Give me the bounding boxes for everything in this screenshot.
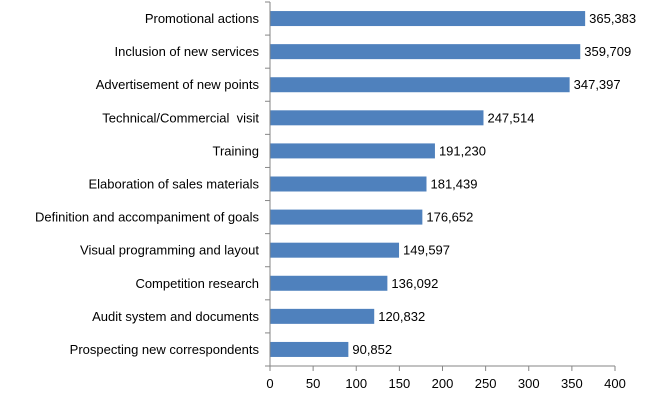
- x-tick-label: 100: [345, 376, 367, 391]
- axes-layer: [265, 1, 616, 371]
- x-tick-label: 250: [475, 376, 497, 391]
- x-tick-label: 200: [432, 376, 454, 391]
- category-label: Elaboration of sales materials: [88, 177, 259, 192]
- data-label: 191,230: [439, 143, 486, 158]
- x-tick-label: 150: [389, 376, 411, 391]
- data-label: 136,092: [391, 276, 438, 291]
- data-label: 90,852: [352, 342, 392, 357]
- bar: [270, 275, 388, 291]
- value-labels: 365,383 359,709 347,397 247,514 191,230 181,4…: [352, 11, 636, 357]
- bar: [270, 341, 349, 357]
- x-tick-label: 50: [306, 376, 320, 391]
- bar: [270, 11, 586, 27]
- category-label: Technical/Commercial visit: [102, 110, 259, 125]
- category-label: Definition and accompaniment of goals: [35, 210, 260, 225]
- x-tick-label: 350: [561, 376, 583, 391]
- bar: [270, 110, 484, 126]
- bar: [270, 176, 427, 192]
- bar: [270, 77, 570, 93]
- category-label: Prospecting new correspondents: [70, 342, 260, 357]
- data-label: 347,397: [574, 77, 621, 92]
- category-labels: Promotional actions Inclusion of new serv…: [35, 11, 260, 357]
- data-label: 176,652: [426, 210, 473, 225]
- data-label: 247,514: [487, 110, 534, 125]
- bar: [270, 143, 435, 159]
- data-label: 365,383: [589, 11, 636, 26]
- x-tick-labels: 0 50 100 150 200 250 300 350 400: [266, 376, 625, 391]
- x-tick-label: 0: [266, 376, 273, 391]
- category-label: Visual programming and layout: [80, 243, 259, 258]
- x-tick-label: 300: [518, 376, 540, 391]
- x-tick-label: 400: [604, 376, 626, 391]
- category-label: Audit system and documents: [92, 309, 259, 324]
- bar: [270, 209, 423, 225]
- bar: [270, 242, 400, 258]
- category-label: Training: [213, 143, 259, 158]
- category-label: Promotional actions: [145, 11, 260, 26]
- data-label: 359,709: [584, 44, 631, 59]
- bar: [270, 308, 375, 324]
- data-label: 120,832: [378, 309, 425, 324]
- category-label: Advertisement of new points: [96, 77, 260, 92]
- data-label: 149,597: [403, 243, 450, 258]
- bar: [270, 44, 581, 60]
- data-label: 181,439: [430, 177, 477, 192]
- category-label: Competition research: [135, 276, 259, 291]
- category-label: Inclusion of new services: [114, 44, 259, 59]
- bars-layer: [270, 11, 586, 357]
